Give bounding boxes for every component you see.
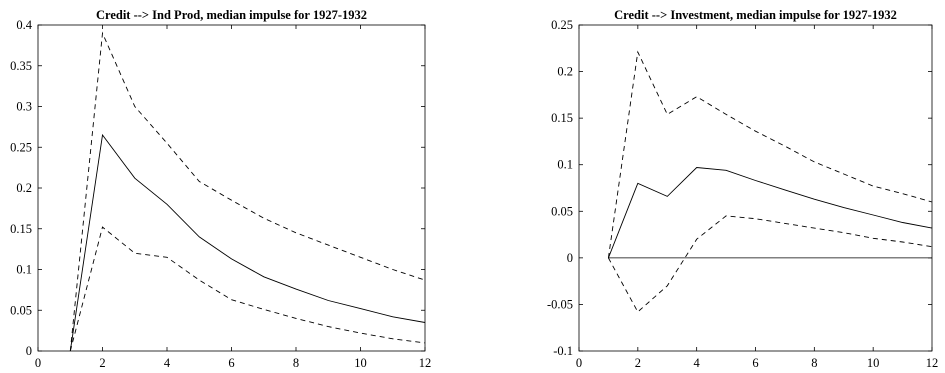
x-tick-label: 2 xyxy=(635,356,641,370)
x-tick-label: 10 xyxy=(354,356,367,370)
x-tick-label: 0 xyxy=(576,356,582,370)
y-tick-label: 0.1 xyxy=(557,158,573,172)
y-tick-label: 0.2 xyxy=(557,65,573,79)
y-tick-label: 0.35 xyxy=(10,59,32,73)
x-tick-label: 12 xyxy=(926,356,939,370)
y-tick-label: 0.1 xyxy=(16,263,32,277)
median-impulse-line xyxy=(607,167,933,259)
x-tick-label: 6 xyxy=(752,356,758,370)
x-tick-label: 2 xyxy=(99,356,105,370)
y-tick-label: 0.05 xyxy=(551,204,573,218)
y-tick-label: 0.2 xyxy=(16,181,32,195)
chart-1: Credit --> Ind Prod, median impulse for … xyxy=(10,8,431,370)
x-tick-label: 12 xyxy=(419,356,432,370)
plot-frame xyxy=(37,24,426,352)
confidence-band-line xyxy=(608,215,933,313)
y-tick-label: 0.4 xyxy=(16,18,32,32)
x-tick-label: 6 xyxy=(228,356,234,370)
plot-frame xyxy=(578,24,933,352)
x-tick-label: 4 xyxy=(164,356,171,370)
chart-title: Credit --> Investment, median impulse fo… xyxy=(614,8,897,22)
y-tick-label: -0.1 xyxy=(553,344,573,358)
x-tick-label: 4 xyxy=(694,356,701,370)
confidence-band-line xyxy=(607,50,933,258)
y-tick-label: 0.3 xyxy=(16,100,32,114)
y-tick-label: 0.25 xyxy=(10,140,32,154)
x-tick-label: 10 xyxy=(867,356,880,370)
y-tick-label: 0 xyxy=(567,251,573,265)
y-tick-label: 0.05 xyxy=(10,303,32,317)
y-tick-label: 0.25 xyxy=(551,18,573,32)
x-tick-label: 0 xyxy=(35,356,41,370)
x-tick-label: 8 xyxy=(293,356,299,370)
y-tick-label: -0.05 xyxy=(547,297,573,311)
confidence-band-line xyxy=(69,31,426,352)
x-tick-label: 8 xyxy=(811,356,817,370)
chart-title: Credit --> Ind Prod, median impulse for … xyxy=(96,8,367,22)
y-tick-label: 0.15 xyxy=(10,222,32,236)
median-impulse-line xyxy=(69,133,426,352)
y-tick-label: 0.15 xyxy=(551,111,573,125)
confidence-band-line xyxy=(69,226,426,352)
y-tick-label: 0 xyxy=(26,344,32,358)
chart-2: Credit --> Investment, median impulse fo… xyxy=(547,8,938,370)
